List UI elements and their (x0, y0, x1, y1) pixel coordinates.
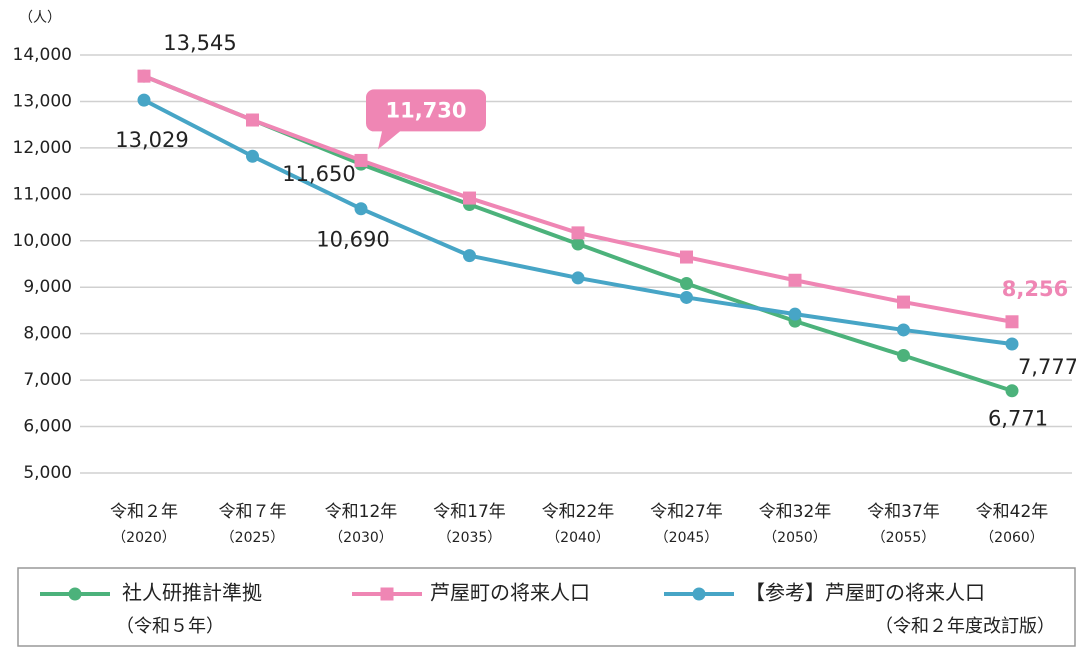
data-label: 11,730 (385, 98, 466, 122)
y-tick-label: 12,000 (13, 138, 72, 158)
data-label: 8,256 (1002, 277, 1068, 301)
marker (897, 323, 910, 337)
legend-marker (692, 587, 706, 601)
x-tick-year: （2025） (221, 530, 285, 546)
marker (1005, 337, 1019, 351)
marker (463, 249, 476, 263)
x-tick-year: （2040） (546, 530, 610, 546)
x-tick-label: 令和42年 (976, 502, 1049, 522)
marker (680, 290, 693, 304)
marker (788, 273, 802, 287)
marker (246, 113, 259, 127)
x-tick-label: 令和37年 (867, 502, 940, 522)
legend-marker (380, 587, 394, 601)
data-label: 13,545 (163, 31, 236, 55)
x-tick-label: 令和32年 (759, 502, 832, 522)
marker (1005, 315, 1019, 329)
marker (354, 202, 368, 216)
y-unit: （人） (19, 10, 61, 26)
x-tick-year: （2060） (980, 530, 1044, 546)
legend-sublabel: （令和２年度改訂版） (875, 616, 1055, 637)
marker (897, 295, 910, 309)
x-tick-label: 令和12年 (325, 502, 398, 522)
marker (137, 69, 151, 83)
x-tick-label: 令和17年 (433, 502, 506, 522)
y-tick-label: 10,000 (13, 231, 72, 251)
x-tick-label: 令和22年 (542, 502, 615, 522)
y-tick-label: 7,000 (23, 370, 72, 390)
marker (463, 191, 476, 205)
marker (680, 250, 693, 264)
x-tick-label: 令和２年 (110, 502, 178, 522)
legend-label: 【参考】芦屋町の将来人口 (745, 581, 985, 605)
marker (788, 307, 802, 321)
callout (366, 89, 486, 150)
y-tick-label: 5,000 (23, 463, 72, 483)
marker (571, 271, 585, 285)
y-tick-label: 9,000 (23, 277, 72, 297)
marker (246, 149, 259, 163)
x-tick-label: 令和27年 (650, 502, 723, 522)
marker (897, 348, 910, 362)
x-tick-label: 令和７年 (219, 502, 287, 522)
data-label: 6,771 (988, 407, 1048, 431)
series-line (143, 74, 1013, 324)
data-label: 13,029 (115, 128, 188, 152)
legend-label: 芦屋町の将来人口 (430, 581, 590, 605)
marker (137, 93, 151, 107)
series-line (143, 98, 1013, 347)
y-tick-label: 11,000 (13, 184, 72, 204)
marker (1005, 384, 1019, 398)
legend-box (17, 567, 1076, 647)
x-tick-year: （2020） (112, 530, 176, 546)
data-label: 10,690 (316, 228, 389, 252)
legend-label: 社人研推計準拠 (122, 581, 262, 605)
marker (571, 226, 585, 240)
legend-sublabel: （令和５年） (116, 616, 224, 637)
data-label: 7,777 (1018, 355, 1076, 379)
x-tick-year: （2045） (655, 530, 719, 546)
marker (571, 237, 585, 251)
marker (680, 277, 693, 291)
x-tick-year: （2035） (438, 530, 502, 546)
y-tick-label: 14,000 (13, 45, 72, 65)
legend-marker (68, 587, 82, 601)
y-tick-label: 13,000 (13, 91, 72, 111)
x-tick-year: （2030） (329, 530, 393, 546)
x-tick-year: （2050） (763, 530, 827, 546)
marker (354, 153, 368, 167)
x-tick-year: （2055） (872, 530, 936, 546)
y-tick-label: 6,000 (23, 417, 72, 437)
data-label: 11,650 (282, 162, 355, 186)
y-tick-label: 8,000 (23, 324, 72, 344)
